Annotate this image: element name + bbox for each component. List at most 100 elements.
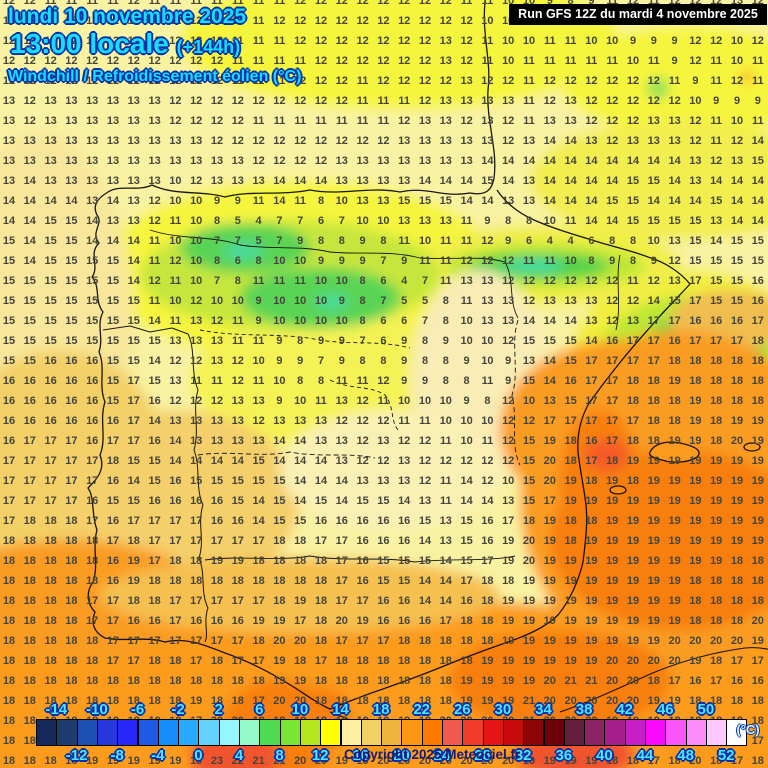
grid-value: 14: [564, 175, 577, 187]
grid-value: 12: [398, 55, 411, 67]
grid-value: 17: [252, 535, 265, 547]
grid-value: 18: [169, 655, 182, 667]
grid-value: 18: [273, 595, 286, 607]
grid-value: 19: [169, 755, 182, 767]
grid-value: 19: [564, 495, 577, 507]
grid-value: 8: [317, 375, 325, 387]
grid-value: 12: [314, 0, 328, 7]
grid-value: 15: [398, 575, 411, 587]
grid-value: 18: [564, 455, 577, 467]
grid-value: 6: [380, 315, 387, 327]
grid-value: 12: [210, 135, 224, 147]
scale-label: -14: [45, 701, 68, 718]
grid-value: 15: [210, 475, 224, 487]
grid-value: 16: [356, 515, 369, 527]
grid-value: 17: [335, 595, 348, 607]
grid-value: 13: [439, 515, 452, 527]
grid-value: 18: [2, 575, 16, 587]
grid-value: 13: [418, 155, 432, 167]
grid-value: 18: [564, 535, 577, 547]
grid-value: 19: [668, 375, 681, 387]
grid-value: 17: [190, 535, 203, 547]
scale-label: 2: [214, 701, 223, 718]
grid-value: 17: [106, 655, 120, 667]
grid-value: 15: [626, 195, 640, 207]
grid-value: 20: [418, 755, 432, 767]
grid-value: 12: [210, 95, 224, 107]
grid-value: 8: [442, 295, 449, 307]
grid-value: 5: [421, 295, 429, 307]
grid-value: 14: [481, 495, 494, 507]
grid-value: 14: [418, 175, 432, 187]
grid-value: 18: [106, 455, 120, 467]
grid-value: 12: [314, 135, 328, 147]
grid-value: 8: [421, 335, 429, 347]
grid-value: 12: [356, 0, 369, 7]
grid-value: 15: [710, 255, 723, 267]
grid-value: 14: [127, 235, 140, 247]
grid-value: 18: [730, 615, 744, 627]
grid-value: 13: [522, 135, 536, 147]
grid-value: 17: [2, 515, 16, 527]
grid-value: 13: [252, 435, 265, 447]
grid-value: 10: [190, 255, 203, 267]
grid-value: 15: [44, 335, 57, 347]
grid-value: 10: [190, 235, 203, 247]
grid-value: 18: [398, 675, 411, 687]
grid-value: 12: [190, 55, 203, 67]
grid-value: 18: [689, 375, 702, 387]
scale-swatch: [259, 719, 281, 746]
grid-value: 12: [481, 235, 494, 247]
grid-value: 14: [668, 195, 681, 207]
grid-value: 13: [502, 95, 515, 107]
grid-value: 8: [338, 235, 345, 247]
grid-value: 15: [689, 235, 702, 247]
grid-value: 19: [647, 495, 660, 507]
grid-value: 12: [356, 455, 369, 467]
grid-value: 15: [626, 215, 640, 227]
grid-value: 13: [23, 135, 36, 147]
grid-value: 11: [439, 235, 452, 247]
forecast-offset: (+144h): [176, 37, 241, 57]
grid-value: 12: [356, 415, 369, 427]
grid-value: 17: [647, 335, 660, 347]
grid-value: 10: [522, 395, 536, 407]
grid-value: 8: [629, 255, 637, 267]
grid-value: 13: [377, 155, 390, 167]
scale-label: 10: [291, 701, 309, 718]
grid-value: 12: [44, 15, 57, 27]
grid-value: 19: [751, 455, 764, 467]
grid-value: 20: [439, 755, 452, 767]
grid-value: 7: [276, 215, 283, 227]
grid-value: 11: [627, 275, 639, 287]
grid-value: 12: [148, 275, 161, 287]
grid-value: 13: [106, 215, 120, 227]
grid-value: 19: [689, 475, 702, 487]
grid-value: 20: [730, 435, 744, 447]
grid-value: 14: [210, 455, 224, 467]
grid-value: 11: [169, 315, 182, 327]
grid-value: 15: [86, 335, 99, 347]
grid-value: 10: [231, 295, 244, 307]
grid-value: 20: [543, 455, 556, 467]
grid-value: 8: [213, 215, 221, 227]
grid-value: 17: [231, 595, 244, 607]
grid-value: 14: [2, 195, 16, 207]
grid-value: 18: [2, 735, 16, 747]
grid-value: 18: [252, 575, 265, 587]
grid-value: 17: [86, 515, 99, 527]
grid-value: 16: [148, 615, 161, 627]
grid-value: 7: [213, 275, 221, 287]
grid-value: 19: [252, 615, 265, 627]
grid-value: 17: [335, 555, 348, 567]
grid-value: 16: [2, 435, 16, 447]
grid-value: 12: [2, 55, 16, 67]
grid-value: 10: [499, 0, 517, 7]
grid-value: 19: [564, 635, 577, 647]
grid-value: 11: [252, 55, 265, 67]
scale-swatch: [178, 719, 200, 746]
grid-value: 15: [730, 295, 744, 307]
grid-value: 18: [86, 535, 99, 547]
grid-value: 14: [481, 155, 494, 167]
